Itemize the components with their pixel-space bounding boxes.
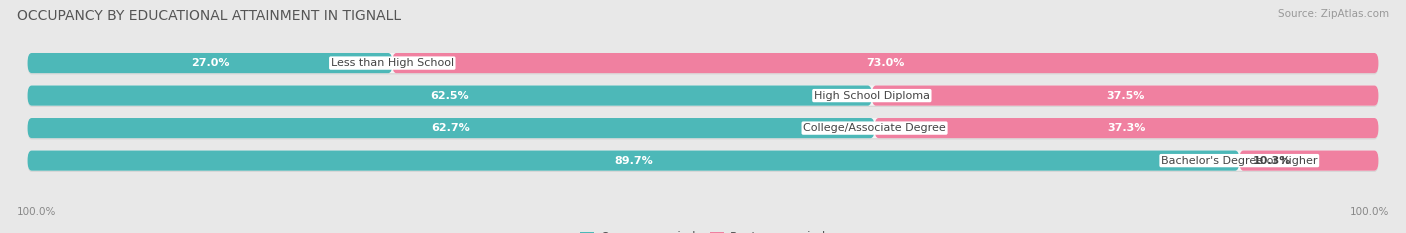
Text: OCCUPANCY BY EDUCATIONAL ATTAINMENT IN TIGNALL: OCCUPANCY BY EDUCATIONAL ATTAINMENT IN T… (17, 9, 401, 23)
Text: Source: ZipAtlas.com: Source: ZipAtlas.com (1278, 9, 1389, 19)
Text: Bachelor's Degree or higher: Bachelor's Degree or higher (1161, 156, 1317, 166)
Legend: Owner-occupied, Renter-occupied: Owner-occupied, Renter-occupied (575, 226, 831, 233)
FancyBboxPatch shape (28, 151, 1378, 171)
Text: 10.3%: 10.3% (1253, 156, 1291, 166)
FancyBboxPatch shape (28, 118, 1378, 138)
FancyBboxPatch shape (28, 151, 1239, 171)
FancyBboxPatch shape (28, 87, 1378, 107)
Text: 37.3%: 37.3% (1108, 123, 1146, 133)
Text: 100.0%: 100.0% (17, 207, 56, 217)
Text: Less than High School: Less than High School (330, 58, 454, 68)
FancyBboxPatch shape (1239, 151, 1378, 171)
Text: College/Associate Degree: College/Associate Degree (803, 123, 946, 133)
FancyBboxPatch shape (28, 53, 392, 73)
FancyBboxPatch shape (875, 118, 1378, 138)
FancyBboxPatch shape (392, 53, 1378, 73)
Text: 62.5%: 62.5% (430, 91, 470, 101)
FancyBboxPatch shape (28, 53, 1378, 73)
FancyBboxPatch shape (28, 86, 1378, 106)
FancyBboxPatch shape (28, 118, 875, 138)
Text: 37.5%: 37.5% (1107, 91, 1144, 101)
Text: 62.7%: 62.7% (432, 123, 471, 133)
Text: 73.0%: 73.0% (866, 58, 904, 68)
Text: 100.0%: 100.0% (1350, 207, 1389, 217)
FancyBboxPatch shape (28, 54, 1378, 75)
FancyBboxPatch shape (28, 152, 1378, 172)
Text: High School Diploma: High School Diploma (814, 91, 929, 101)
FancyBboxPatch shape (28, 119, 1378, 140)
Text: 89.7%: 89.7% (614, 156, 652, 166)
FancyBboxPatch shape (872, 86, 1378, 106)
FancyBboxPatch shape (28, 86, 872, 106)
Text: 27.0%: 27.0% (191, 58, 229, 68)
